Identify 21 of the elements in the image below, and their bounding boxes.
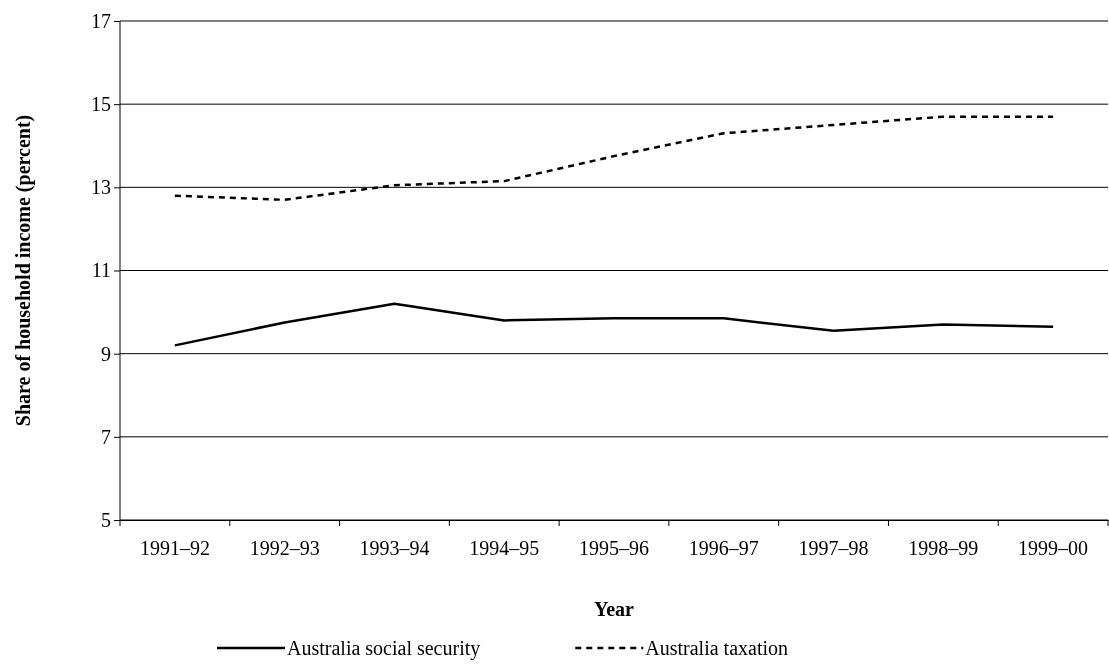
legend-label: Australia taxation [645, 637, 789, 659]
y-tick-label: 13 [91, 176, 111, 199]
x-tick-label: 1997–98 [798, 537, 869, 559]
y-tick-label: 9 [101, 342, 111, 365]
x-axis-title: Year [594, 598, 635, 620]
x-tick-label: 1994–95 [469, 537, 540, 559]
x-tick-label: 1999–00 [1018, 537, 1089, 559]
x-tick-label: 1992–93 [249, 537, 320, 559]
y-tick-label: 5 [101, 508, 111, 531]
y-tick-label: 7 [101, 425, 111, 448]
x-tick-label: 1996–97 [688, 537, 759, 559]
x-tick-label: 1998–99 [908, 537, 979, 559]
y-tick-label: 11 [91, 259, 111, 282]
legend-label: Australia social security [287, 637, 481, 660]
x-tick-label: 1991–92 [139, 537, 210, 559]
y-tick-label: 17 [91, 9, 111, 32]
y-tick-label: 15 [91, 93, 111, 116]
x-tick-label: 1993–94 [359, 537, 430, 559]
y-axis-title: Share of household income (percent) [12, 114, 35, 427]
x-tick-label: 1995–96 [579, 537, 649, 559]
line-series [173, 302, 1055, 347]
